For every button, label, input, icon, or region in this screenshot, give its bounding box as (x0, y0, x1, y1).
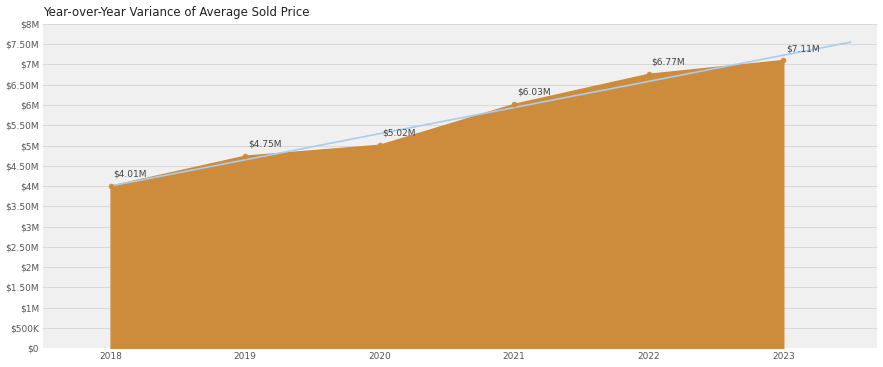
Point (238, 153, 253, 159)
Text: $4.01M: $4.01M (113, 170, 147, 179)
Text: $7.11M: $7.11M (786, 44, 819, 53)
Point (507, 101, 521, 107)
Point (642, 71, 656, 77)
Point (776, 57, 790, 63)
Text: $6.03M: $6.03M (517, 88, 551, 97)
Text: $6.77M: $6.77M (652, 58, 685, 67)
Text: Year-over-Year Variance of Average Sold Price: Year-over-Year Variance of Average Sold … (43, 6, 310, 19)
Text: $5.02M: $5.02M (382, 129, 416, 138)
Text: $4.75M: $4.75M (248, 140, 282, 149)
Point (103, 183, 117, 189)
Point (373, 142, 387, 148)
